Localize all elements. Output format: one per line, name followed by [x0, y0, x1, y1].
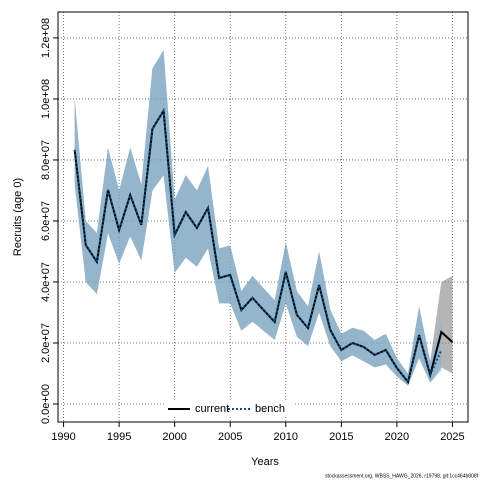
x-tick-label: 2025 [440, 431, 464, 443]
y-tick-label: 1.0e+08 [40, 79, 52, 119]
y-tick-label: 0.0e+00 [40, 384, 52, 424]
x-tick-label: 2005 [218, 431, 242, 443]
series-line [73, 107, 443, 385]
x-tick-label: 1995 [107, 431, 131, 443]
y-tick-label: 8.0e+07 [40, 140, 52, 180]
confidence-band [74, 50, 442, 386]
y-tick-label: 6.0e+07 [40, 201, 52, 241]
y-tick-label: 1.2e+08 [40, 18, 52, 58]
y-tick-label: 4.0e+07 [40, 262, 52, 302]
footnote: stockassessment.org, WBSS_HAWG_2026, r19… [325, 473, 479, 479]
x-tick-label: 2000 [162, 431, 186, 443]
legend-label: current [195, 403, 229, 415]
x-tick-label: 2020 [385, 431, 409, 443]
y-axis-label: Recruits (age 0) [12, 178, 24, 256]
x-tick-label: 2015 [329, 431, 353, 443]
y-tick-label: 2.0e+07 [40, 323, 52, 363]
plot-frame [57, 11, 469, 423]
x-tick-label: 1990 [51, 431, 75, 443]
x-axis-label: Years [251, 456, 279, 468]
legend-label: bench [255, 403, 285, 415]
x-tick-label: 2010 [274, 431, 298, 443]
